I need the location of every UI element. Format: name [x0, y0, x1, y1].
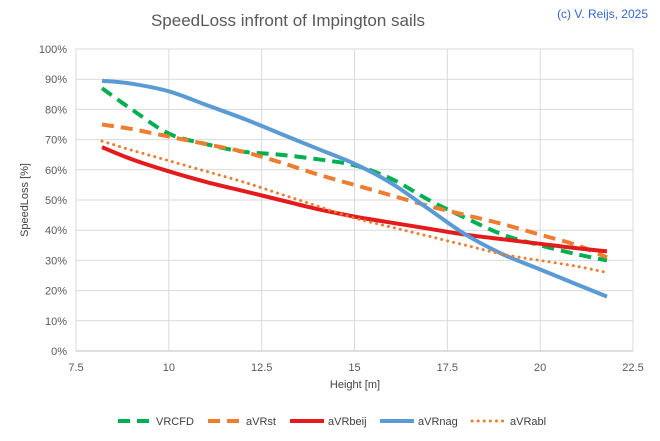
legend-label-avrbeij: aVRbeij: [328, 416, 367, 428]
x-axis-label: Height [m]: [330, 379, 380, 391]
x-tick-label: 7.5: [68, 362, 83, 374]
y-tick-label: 50%: [45, 195, 67, 207]
legend-label-vrcfd: VRCFD: [156, 416, 194, 428]
legend-label-avrnag: aVRnag: [418, 416, 458, 428]
y-axis-label: SpeedLoss [%]: [19, 163, 31, 237]
y-tick-label: 80%: [45, 104, 67, 116]
y-tick-label: 100%: [39, 44, 67, 56]
x-tick-label: 12.5: [251, 362, 272, 374]
y-tick-label: 30%: [45, 255, 67, 267]
x-tick-label: 17.5: [437, 362, 458, 374]
y-tick-label: 20%: [45, 286, 67, 298]
x-tick-label: 22.5: [622, 362, 643, 374]
series-line-avrnag: [101, 78, 608, 299]
y-tick-label: 90%: [45, 74, 67, 86]
copyright-annotation: (c) V. Reijs, 2025: [557, 7, 648, 21]
data-series: [100, 78, 609, 299]
y-axis-ticks: 0% 10% 20% 30% 40% 50% 60% 70% 80% 90% 100%: [39, 44, 67, 358]
y-tick-label: 0%: [51, 346, 67, 358]
legend: VRCFD aVRst aVRbeij aVRnag aVRabl: [118, 416, 546, 428]
legend-label-avrst: aVRst: [246, 416, 276, 428]
series-line-avrbeij: [101, 145, 608, 254]
y-tick-label: 40%: [45, 225, 67, 237]
x-axis-ticks: 7.5 10 12.5 15 17.5 20 22.5: [68, 362, 643, 374]
y-tick-label: 60%: [45, 165, 67, 177]
series-line-avrst: [101, 122, 608, 260]
x-tick-label: 15: [348, 362, 360, 374]
y-tick-label: 70%: [45, 135, 67, 147]
x-tick-label: 10: [163, 362, 175, 374]
y-tick-label: 10%: [45, 316, 67, 328]
chart-title: SpeedLoss infront of Impington sails: [151, 11, 425, 30]
legend-label-avrabl: aVRabl: [510, 416, 546, 428]
x-tick-label: 20: [534, 362, 546, 374]
